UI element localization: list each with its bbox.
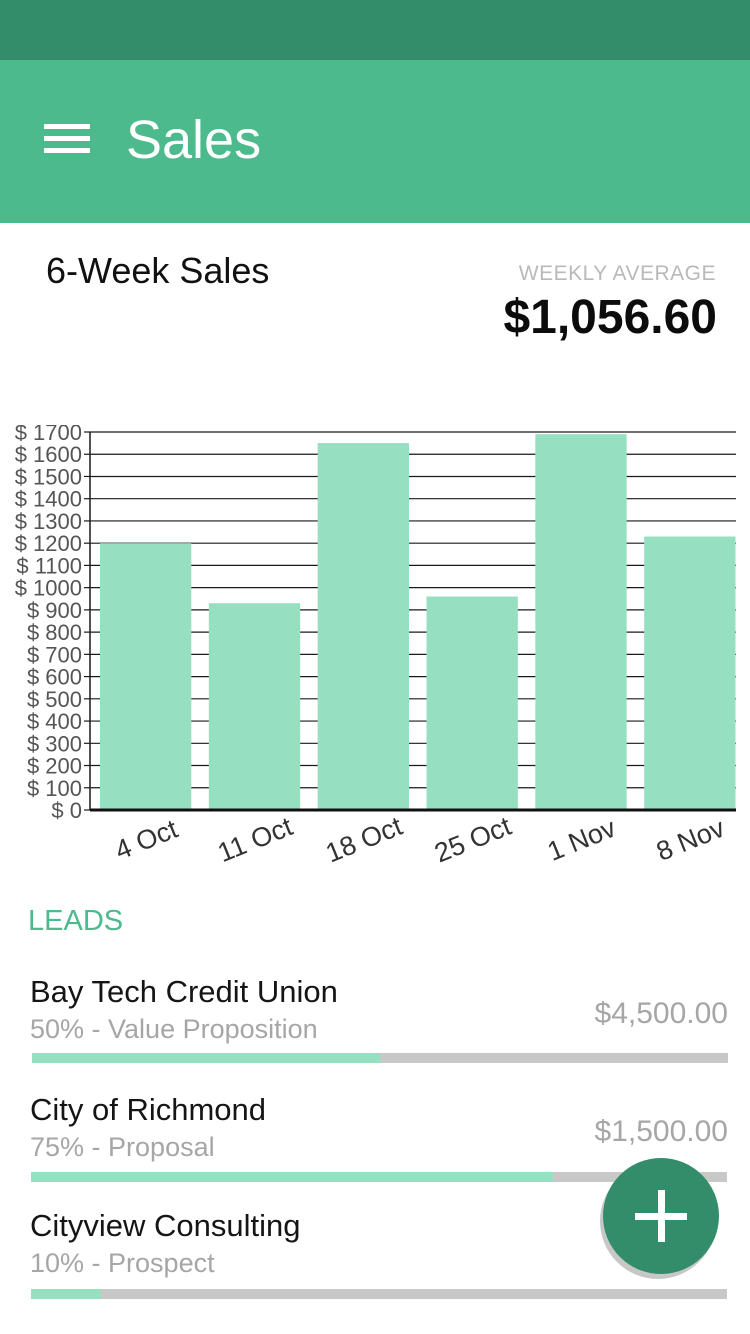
y-tick-label: $ 600 <box>27 665 82 690</box>
y-tick-label: $ 200 <box>27 754 82 779</box>
y-tick-label: $ 500 <box>27 687 82 712</box>
y-tick-label: $ 400 <box>27 709 82 734</box>
y-tick-label: $ 700 <box>27 642 82 667</box>
x-tick-label: 1 Nov <box>543 812 620 866</box>
bar <box>426 596 518 810</box>
lead-item[interactable]: Bay Tech Credit Union 50% - Value Propos… <box>0 973 750 1091</box>
y-tick-label: $ 1100 <box>16 553 82 578</box>
x-tick-label: 18 Oct <box>321 811 406 869</box>
lead-name: Bay Tech Credit Union <box>30 974 338 1009</box>
lead-progress-track <box>31 1172 727 1182</box>
bar <box>644 536 736 810</box>
y-tick-label: $ 0 <box>51 798 82 823</box>
bar <box>100 543 192 810</box>
x-tick-label: 11 Oct <box>214 811 298 868</box>
section-title: 6-Week Sales <box>46 250 270 291</box>
bar <box>208 603 301 810</box>
bar <box>535 434 627 810</box>
lead-item[interactable]: Cityview Consulting 10% - Prospect <box>0 1207 750 1325</box>
lead-progress-track <box>31 1289 727 1299</box>
hamburger-menu-icon[interactable] <box>44 124 90 154</box>
y-tick-label: $ 800 <box>27 620 82 645</box>
lead-name: Cityview Consulting <box>30 1208 301 1243</box>
y-tick-label: $ 300 <box>27 731 82 756</box>
weekly-average-label: WEEKLY AVERAGE <box>518 262 716 285</box>
x-tick-label: 4 Oct <box>111 813 183 865</box>
status-bar <box>0 0 750 60</box>
lead-amount: $4,500.00 <box>594 997 728 1030</box>
app-title: Sales <box>126 110 262 170</box>
lead-item[interactable]: City of Richmond 75% - Proposal $1,500.0… <box>0 1091 750 1209</box>
sales-bar-chart: $ 0$ 100$ 200$ 300$ 400$ 500$ 600$ 700$ … <box>15 425 736 869</box>
y-tick-label: $ 1000 <box>15 576 82 601</box>
lead-amount: $1,500.00 <box>594 1115 728 1148</box>
lead-stage: 10% - Prospect <box>30 1248 215 1278</box>
y-tick-label: $ 1300 <box>15 509 82 534</box>
lead-progress-fill <box>32 1053 380 1063</box>
weekly-average-value: $1,056.60 <box>503 291 717 344</box>
y-tick-label: $ 100 <box>27 776 82 801</box>
y-tick-label: $ 1600 <box>15 442 82 467</box>
add-lead-button[interactable] <box>603 1158 719 1274</box>
y-tick-label: $ 1500 <box>15 464 82 489</box>
lead-progress-track <box>32 1053 728 1063</box>
lead-progress-fill <box>31 1289 101 1299</box>
y-tick-label: $ 1700 <box>15 425 82 445</box>
x-tick-label: 8 Nov <box>652 812 729 866</box>
app-bar <box>0 60 750 223</box>
lead-stage: 75% - Proposal <box>30 1132 215 1162</box>
bar <box>317 443 409 810</box>
lead-name: City of Richmond <box>30 1092 267 1127</box>
lead-progress-fill <box>31 1172 553 1182</box>
x-tick-label: 25 Oct <box>430 811 515 869</box>
y-tick-label: $ 1400 <box>15 487 82 512</box>
y-tick-label: $ 1200 <box>15 531 82 556</box>
leads-heading: LEADS <box>28 905 124 937</box>
lead-stage: 50% - Value Proposition <box>30 1014 318 1044</box>
y-tick-label: $ 900 <box>27 598 82 623</box>
